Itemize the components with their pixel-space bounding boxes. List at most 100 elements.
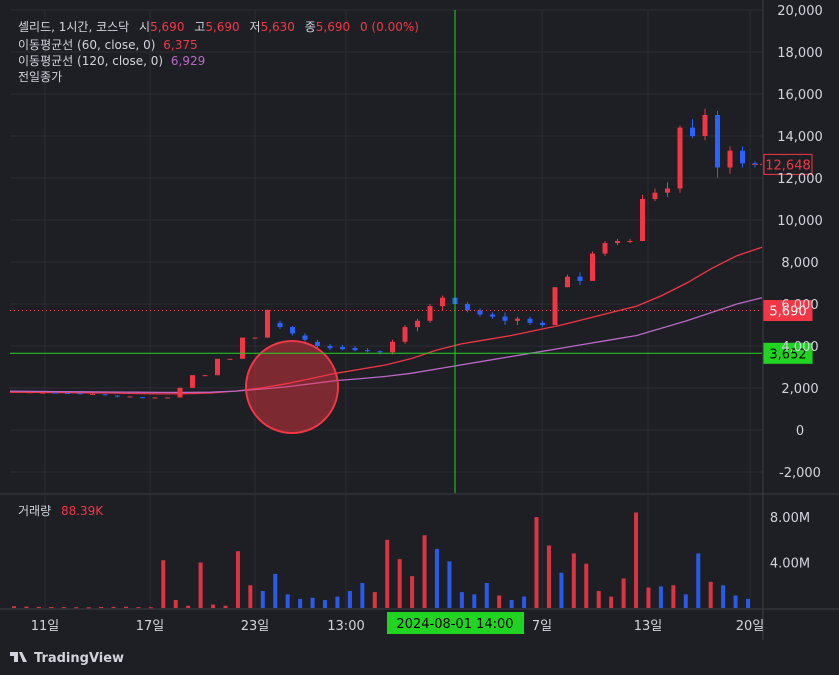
volume-tick-label: 8.00M (770, 511, 810, 526)
volume-bar (534, 517, 539, 608)
price-tick-label: 20,000 (777, 4, 823, 19)
legend-open-label: 시 (139, 20, 150, 34)
volume-bar (546, 545, 551, 608)
volume-bar (99, 606, 104, 608)
price-tick-label: 4,000 (781, 340, 818, 355)
candle-body (702, 115, 708, 136)
candle-body (577, 276, 583, 281)
candle-body (740, 150, 745, 164)
legend-high-label: 고 (194, 20, 205, 34)
volume-bar (310, 597, 315, 608)
candle-body (440, 297, 445, 307)
candle-body (327, 346, 333, 349)
legend-low-value: 5,630 (261, 20, 295, 34)
candle-body (527, 318, 533, 323)
candle-body (140, 397, 145, 399)
volume-bar (410, 576, 415, 608)
price-tick-label: 10,000 (777, 214, 823, 229)
prev-close-badge-text: 5,690 (769, 305, 806, 320)
time-tick-label: 7일 (532, 619, 552, 634)
legend-high-value: 5,690 (205, 20, 239, 34)
volume-bar (211, 604, 216, 608)
candle-body (190, 375, 195, 388)
candle-body (415, 320, 420, 328)
volume-bar (696, 553, 701, 608)
candle-body (602, 243, 608, 254)
volume-bar (385, 539, 390, 608)
candle-body (102, 394, 108, 396)
price-tick-label: 8,000 (781, 256, 818, 271)
price-tick-label: 14,000 (777, 130, 823, 145)
candle-body (365, 350, 370, 352)
legend-close-label: 종 (305, 20, 316, 34)
legend-close-value: 5,690 (316, 20, 350, 34)
candle-body (627, 241, 633, 242)
volume-bar (223, 605, 228, 608)
time-tick-label: 17일 (136, 619, 165, 634)
legend-ma60-label: 이동평균선 (60, close, 0) (18, 38, 155, 52)
volume-bar (248, 585, 253, 608)
volume-bar (646, 587, 651, 608)
volume-bar (634, 512, 639, 608)
legend-open-value: 5,690 (150, 20, 184, 34)
candle-body (215, 358, 220, 376)
candle-body (390, 341, 395, 353)
volume-legend[interactable]: 거래량 88.39K (18, 504, 104, 518)
volume-bar (335, 596, 340, 608)
volume-bar (12, 606, 16, 608)
volume-bar (111, 606, 116, 608)
candle-body (277, 322, 283, 328)
grid-lines (0, 0, 839, 640)
volume-bar (571, 553, 576, 608)
volume-bar (86, 607, 91, 609)
candle-body (115, 395, 120, 397)
volume-bar (683, 594, 688, 608)
chart-overlays: 12,648 5,690 3,652 2024-08-01 14:00 (10, 10, 813, 634)
tradingview-logo[interactable]: TradingView (10, 651, 124, 666)
price-tick-label: 0 (796, 424, 804, 439)
volume-bar (173, 600, 178, 608)
legend-line-ma120[interactable]: 이동평균선 (120, close, 0) 6,929 (18, 54, 205, 68)
volume-bar (596, 590, 601, 608)
volume-bar (559, 572, 564, 608)
legend-change: 0 (0.00%) (360, 20, 419, 34)
legend-prev-close-label[interactable]: 전일종가 (18, 70, 62, 84)
ma60-line (9, 246, 763, 395)
price-tick-label: 16,000 (777, 88, 823, 103)
candle-body (502, 316, 508, 321)
candle-body (565, 276, 570, 288)
time-tick-label: 23일 (241, 619, 270, 634)
legend-line-ma60[interactable]: 이동평균선 (60, close, 0) 6,375 (18, 38, 198, 52)
volume-bar (459, 592, 464, 608)
candle-body (752, 163, 758, 165)
candle-body (27, 392, 33, 394)
moving-average-lines (9, 246, 763, 395)
volume-legend-value: 88.39K (61, 504, 104, 518)
candle-body (677, 127, 683, 189)
candle-body (727, 150, 733, 168)
candle-body (352, 348, 358, 351)
candle-body (77, 393, 83, 395)
crosshair-price-badge-text: 3,652 (769, 347, 806, 362)
volume-bar (509, 600, 514, 608)
volume-bar (372, 592, 377, 608)
candle-body (252, 337, 258, 339)
ma120-line (9, 297, 763, 394)
candle-body (515, 318, 520, 321)
volume-bar (260, 590, 265, 608)
volume-bar (497, 595, 502, 608)
volume-bar (36, 606, 41, 608)
candle-body (52, 392, 58, 394)
volume-tick-label: 4.00M (770, 557, 810, 572)
candle-body (40, 392, 45, 394)
time-tick-label: 13:00 (327, 619, 364, 634)
volume-bar (235, 551, 240, 608)
axes: 20,000 18,000 16,000 14,000 12,000 10,000 8,00… (31, 4, 823, 634)
candle-body (665, 188, 670, 193)
price-tick-label: 12,000 (777, 172, 823, 187)
volume-bar (49, 606, 54, 608)
candle-body (615, 241, 620, 244)
candle-body (690, 127, 695, 136)
